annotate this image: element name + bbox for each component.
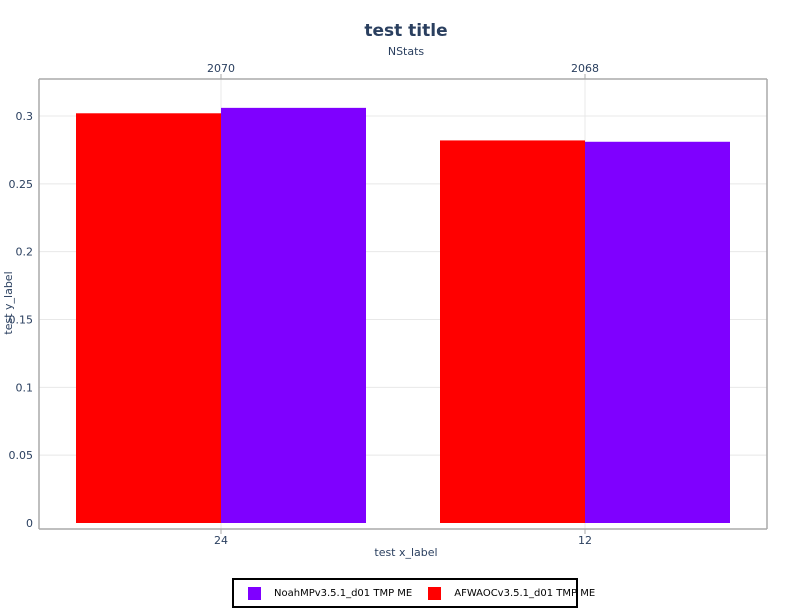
- legend: NoahMPv3.5.1_d01 TMP ME AFWAOCv3.5.1_d01 …: [232, 578, 595, 608]
- top-tick-label: 2068: [571, 62, 599, 75]
- bar: [221, 107, 366, 524]
- chart-title: test title: [364, 21, 447, 41]
- x-axis-label: test x_label: [374, 546, 437, 559]
- x-tick-label: 24: [214, 534, 228, 547]
- bar: [585, 141, 730, 523]
- legend-item[interactable]: NoahMPv3.5.1_d01 TMP ME: [248, 586, 413, 600]
- legend-label: AFWAOCv3.5.1_d01 TMP ME: [454, 587, 596, 599]
- top-axis-title: NStats: [388, 45, 425, 58]
- x-tick-label: 12: [578, 534, 592, 547]
- legend-swatch: [248, 586, 261, 600]
- legend-label: NoahMPv3.5.1_d01 TMP ME: [274, 587, 413, 599]
- legend-swatch: [428, 586, 442, 600]
- y-tick-label: 0.25: [9, 178, 34, 191]
- legend-item[interactable]: AFWAOCv3.5.1_d01 TMP ME: [428, 586, 596, 600]
- y-tick-label: 0.1: [16, 381, 34, 394]
- bar: [440, 140, 585, 524]
- y-tick-label: 0: [26, 517, 33, 530]
- top-tick-label: 2070: [207, 62, 235, 75]
- y-tick-label: 0.3: [16, 110, 34, 123]
- y-tick-label: 0.05: [9, 449, 34, 462]
- y-tick-label: 0.15: [9, 314, 34, 327]
- y-axis-label: test y_label: [2, 271, 15, 334]
- bar: [76, 113, 221, 523]
- y-tick-label: 0.2: [16, 246, 34, 259]
